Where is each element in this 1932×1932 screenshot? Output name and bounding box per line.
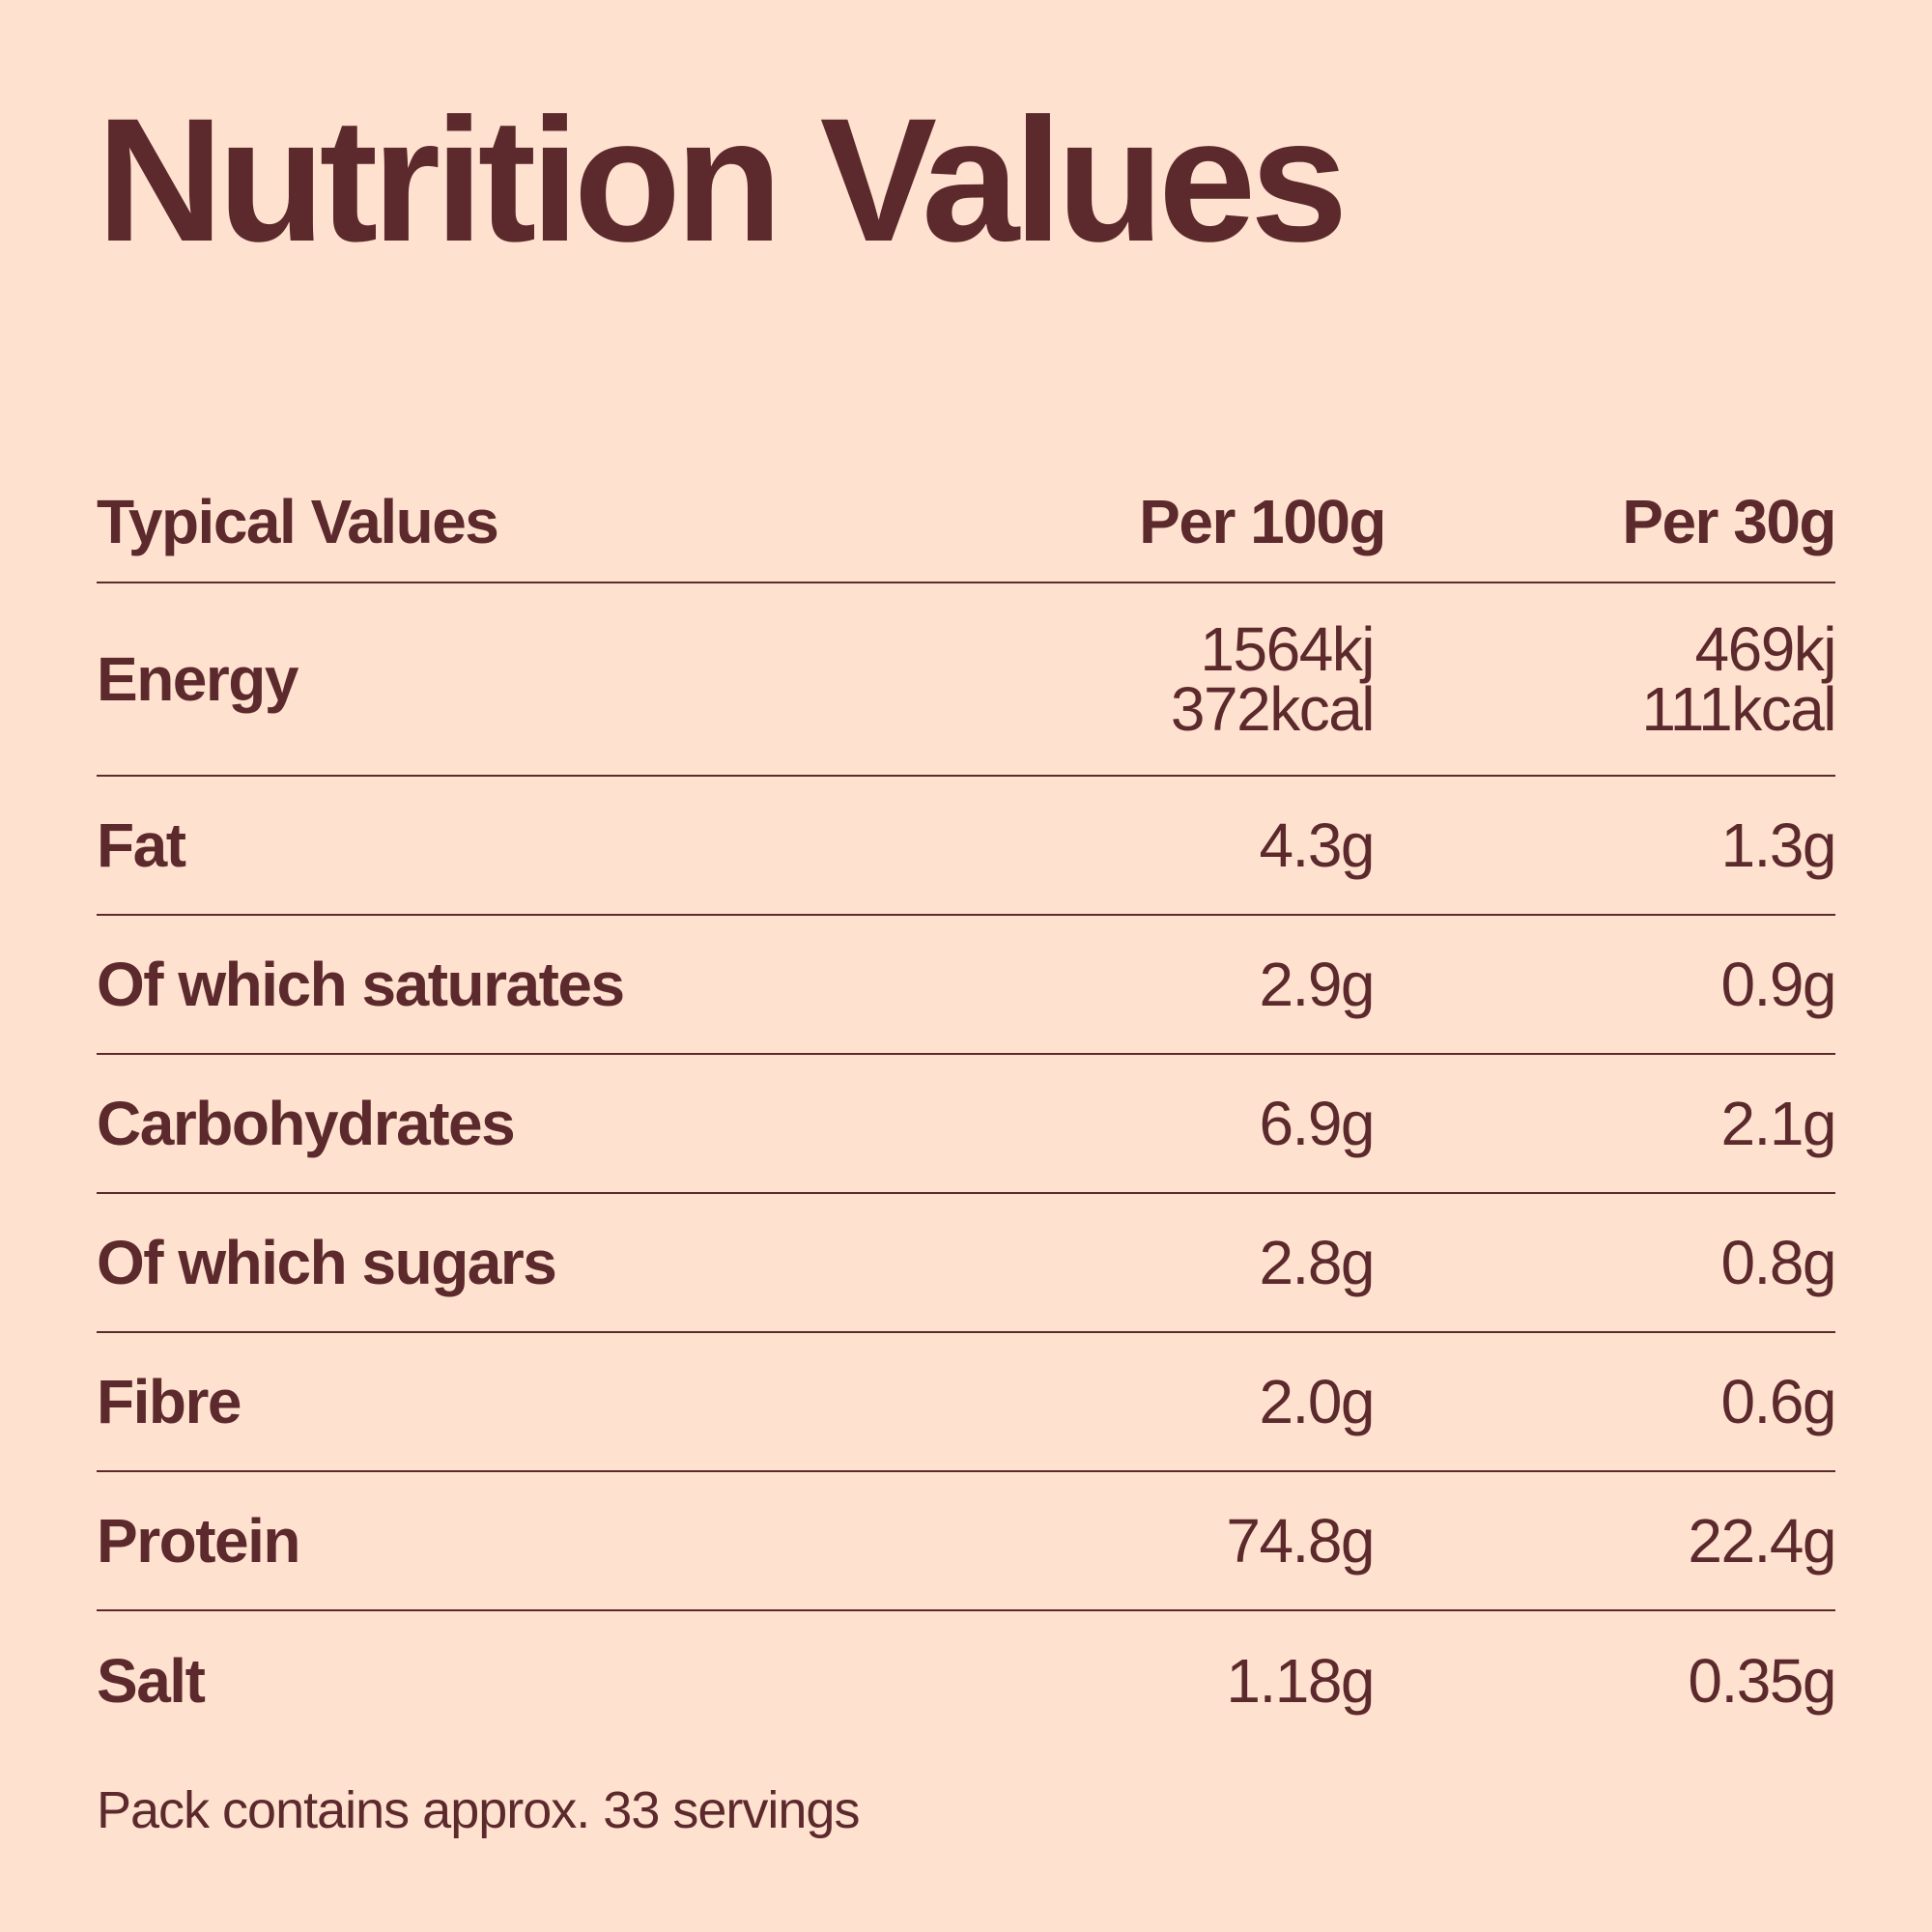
table-row: Of which sugars 2.8g 0.8g xyxy=(97,1194,1836,1333)
row-label: Carbohydrates xyxy=(97,1089,516,1158)
value-per-30g: 0.6g xyxy=(1720,1367,1836,1436)
value-per-30g: 0.9g xyxy=(1720,950,1836,1019)
value-per-100g: 2.0g xyxy=(1259,1367,1375,1436)
header-per-30g: Per 30g xyxy=(1622,487,1836,556)
row-label: Fat xyxy=(97,810,186,880)
energy-per-30g: 469kj 111kcal xyxy=(1641,583,1837,775)
table-row-energy: Energy 1564kj 372kcal 469kj 111kcal xyxy=(97,583,1837,777)
energy-per-100g-kj: 1564kj xyxy=(1200,614,1375,684)
table-row: Fibre 2.0g 0.6g xyxy=(97,1333,1836,1472)
nutrition-panel: Nutrition Values Typical Values Per 100g… xyxy=(97,0,1837,1932)
table-header-row: Typical Values Per 100g Per 30g xyxy=(97,462,1836,583)
energy-per-30g-kcal: 111kcal xyxy=(1641,674,1836,744)
value-per-100g: 74.8g xyxy=(1226,1506,1375,1576)
table-row: Fat 4.3g 1.3g xyxy=(97,777,1836,916)
nutrition-table: Typical Values Per 100g Per 30g Energy 1… xyxy=(97,462,1837,1750)
row-label-energy: Energy xyxy=(97,644,298,714)
value-per-30g: 1.3g xyxy=(1720,810,1836,880)
energy-per-30g-kj: 469kj xyxy=(1694,614,1837,684)
energy-per-100g-kcal: 372kcal xyxy=(1170,674,1376,744)
value-per-30g: 0.8g xyxy=(1720,1228,1836,1297)
table-row: Of which saturates 2.9g 0.9g xyxy=(97,916,1836,1055)
page-title: Nutrition Values xyxy=(97,81,1348,278)
value-per-100g: 2.9g xyxy=(1259,950,1375,1019)
table-row: Carbohydrates 6.9g 2.1g xyxy=(97,1055,1836,1194)
row-label: Salt xyxy=(97,1646,206,1716)
header-per-100g: Per 100g xyxy=(1139,487,1386,556)
table-row: Protein 74.8g 22.4g xyxy=(97,1472,1836,1611)
header-typical-values: Typical Values xyxy=(97,487,499,556)
servings-footnote: Pack contains approx. 33 servings xyxy=(97,1781,860,1839)
value-per-100g: 6.9g xyxy=(1259,1089,1375,1158)
value-per-30g: 22.4g xyxy=(1688,1506,1836,1576)
row-label: Fibre xyxy=(97,1367,242,1436)
value-per-100g: 4.3g xyxy=(1259,810,1375,880)
value-per-30g: 2.1g xyxy=(1720,1089,1836,1158)
row-label: Of which saturates xyxy=(97,950,625,1019)
value-per-100g: 2.8g xyxy=(1259,1228,1375,1297)
row-label: Protein xyxy=(97,1506,300,1576)
energy-per-100g: 1564kj 372kcal xyxy=(1170,583,1376,775)
value-per-100g: 1.18g xyxy=(1226,1646,1375,1716)
row-label: Of which sugars xyxy=(97,1228,557,1297)
table-row: Salt 1.18g 0.35g xyxy=(97,1611,1836,1750)
value-per-30g: 0.35g xyxy=(1688,1646,1836,1716)
